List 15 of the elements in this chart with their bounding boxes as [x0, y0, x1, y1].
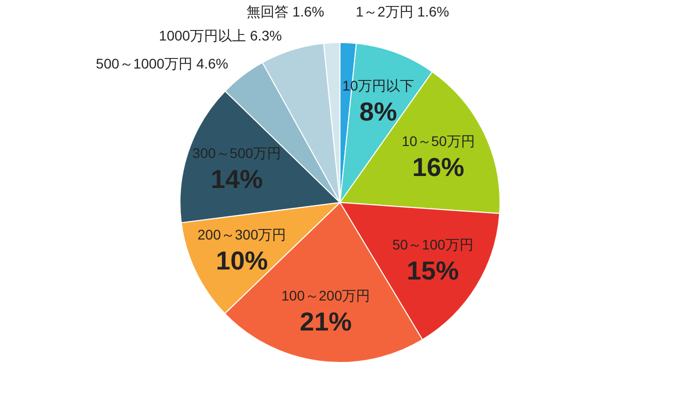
slice-label: 500～1000万円 4.6%: [96, 55, 228, 72]
data-label: 15%: [406, 255, 459, 286]
slice-label: 100～200万円: [281, 287, 370, 304]
slice-label: 200～300万円: [198, 226, 286, 243]
slice-label: 10～50万円: [402, 132, 475, 149]
data-label: 10%: [216, 246, 268, 276]
slice-label: 1～2万円 1.6%: [356, 4, 450, 20]
slice-label: 300～500万円: [192, 145, 282, 162]
data-label: 21%: [300, 306, 352, 336]
slice-label: 無回答 1.6%: [246, 4, 324, 20]
data-label: 14%: [210, 164, 263, 194]
slice-label: 50～100万円: [392, 236, 474, 252]
data-label: 16%: [412, 152, 464, 182]
data-label: 8%: [359, 96, 397, 127]
slice-label: 1000万円以上 6.3%: [158, 27, 282, 44]
